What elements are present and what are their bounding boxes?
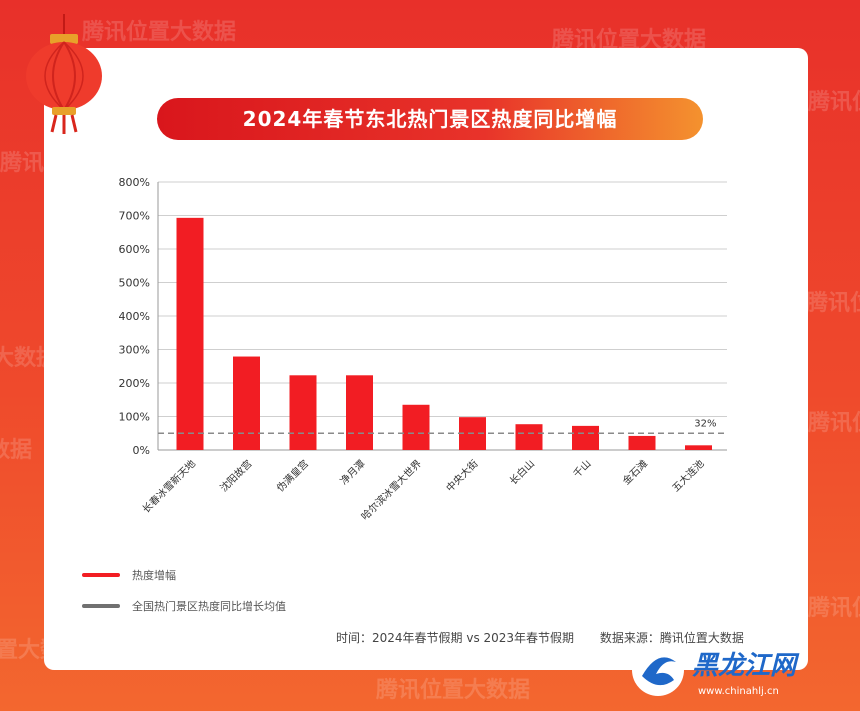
x-tick-label: 净月潭	[337, 457, 367, 487]
x-tick-label: 伪满皇宫	[274, 457, 311, 494]
legend-label-average: 全国热门景区热度同比增长均值	[132, 600, 286, 613]
footer-source: 数据来源：腾讯位置大数据	[599, 631, 744, 645]
logo-url: www.chinahlj.cn	[698, 686, 779, 697]
lantern-icon	[26, 14, 102, 134]
bar	[515, 424, 543, 450]
bar	[572, 425, 599, 450]
x-tick-label: 千山	[571, 458, 594, 481]
x-tick-label: 长白山	[507, 457, 537, 487]
bar	[289, 375, 317, 450]
footer: 时间：2024年春节假期 vs 2023年春节假期 数据来源：腾讯位置大数据	[336, 629, 766, 646]
x-tick-label: 金石滩	[620, 457, 650, 487]
legend-item-average: 全国热门景区热度同比增长均值	[82, 598, 286, 614]
watermark: 腾讯位置大数据	[806, 291, 860, 316]
bar	[176, 217, 204, 450]
y-tick-label: 200%	[119, 377, 150, 390]
y-tick-label: 700%	[119, 210, 150, 223]
x-tick-label: 沈阳故宫	[217, 457, 254, 494]
y-tick-label: 800%	[119, 176, 150, 189]
watermark: 腾讯位置大数据	[808, 90, 860, 115]
bar	[685, 445, 712, 450]
watermark: 腾讯位置大数据	[808, 596, 860, 621]
watermark: 腾讯位置大数据	[82, 20, 237, 45]
logo-name: 黑龙江网	[692, 651, 800, 681]
watermark: 腾讯位置大数据	[0, 438, 33, 463]
x-tick-label: 中央大街	[443, 457, 480, 494]
y-tick-label: 0%	[133, 444, 150, 457]
chart-title: 2024年春节东北热门景区热度同比增幅	[157, 98, 703, 140]
bar	[346, 375, 373, 450]
bar	[628, 435, 656, 450]
site-logo: 黑龙江网 www.chinahlj.cn	[632, 644, 800, 697]
y-tick-label: 500%	[119, 277, 150, 290]
annotation-label: 32%	[694, 418, 716, 429]
watermark: 腾讯位置大数据	[808, 411, 860, 436]
bar	[233, 356, 260, 450]
y-tick-label: 600%	[119, 243, 150, 256]
legend-swatch-bar	[82, 573, 120, 577]
x-tick-label: 五大连池	[669, 457, 706, 494]
legend-item-bar: 热度增幅	[82, 567, 176, 583]
y-tick-label: 100%	[119, 411, 150, 424]
watermark: 腾讯位置大数据	[376, 678, 531, 703]
footer-time: 时间：2024年春节假期 vs 2023年春节假期	[336, 631, 575, 645]
y-tick-label: 400%	[119, 310, 150, 323]
bar	[402, 404, 430, 450]
chart-card	[44, 48, 808, 670]
x-tick-label: 哈尔滨冰雪大世界	[358, 457, 424, 523]
legend-label-bar: 热度增幅	[132, 569, 176, 582]
legend-swatch-average	[82, 604, 120, 608]
y-tick-label: 300%	[119, 344, 150, 357]
x-tick-label: 长春冰雪新天地	[139, 457, 198, 516]
